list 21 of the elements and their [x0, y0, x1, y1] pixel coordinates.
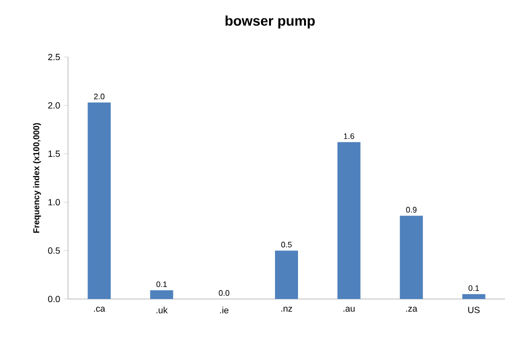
y-axis-title: Frequency index (x100,000) — [33, 123, 41, 233]
y-tick-label: 1.5 — [48, 150, 60, 157]
x-tick-label: .au — [344, 306, 355, 312]
y-tick-label: 2.0 — [48, 102, 60, 109]
bar — [88, 102, 111, 299]
bar — [150, 290, 174, 299]
x-tick-label: .ie — [220, 306, 228, 314]
x-tick-label: .uk — [156, 306, 168, 314]
y-tick-label: 2.5 — [48, 54, 60, 60]
x-tick-label: US — [468, 306, 480, 314]
x-tick-label: .nz — [281, 306, 292, 312]
x-tick-label: .za — [406, 306, 418, 312]
chart-title: bowser pump — [226, 15, 315, 28]
y-tick-label: 1.0 — [48, 199, 60, 206]
x-tick-label: .ca — [94, 306, 106, 312]
bar — [337, 142, 360, 299]
y-tick-label: 0.0 — [48, 296, 60, 302]
bar — [462, 294, 486, 299]
bar — [400, 216, 423, 299]
y-tick-label: 0.5 — [48, 247, 60, 254]
bar — [275, 250, 298, 299]
